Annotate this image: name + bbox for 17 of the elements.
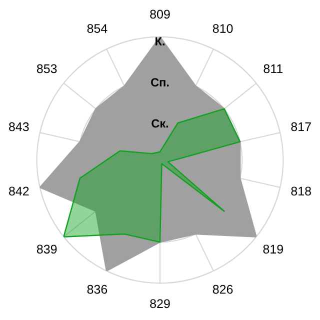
spoke-label: 817 [291,122,311,132]
spoke-label: 819 [263,244,283,254]
spoke-label: 826 [212,284,233,294]
spoke-label: 842 [9,186,29,196]
spoke-label: 853 [36,64,57,74]
spoke-label: 818 [291,186,311,196]
spoke-label: 811 [264,64,283,74]
spoke-label: 810 [212,24,233,33]
y-tick-label: Сп. [151,78,169,87]
spoke-label: 854 [87,24,108,33]
spoke-label: 839 [36,244,57,254]
y-tick-label: К. [156,37,164,46]
spoke-label: 836 [87,284,108,294]
spoke-label: 829 [150,299,170,308]
spoke-label: 809 [150,10,170,19]
spoke-label: 843 [9,122,29,132]
y-tick-label: Ск. [152,119,168,128]
